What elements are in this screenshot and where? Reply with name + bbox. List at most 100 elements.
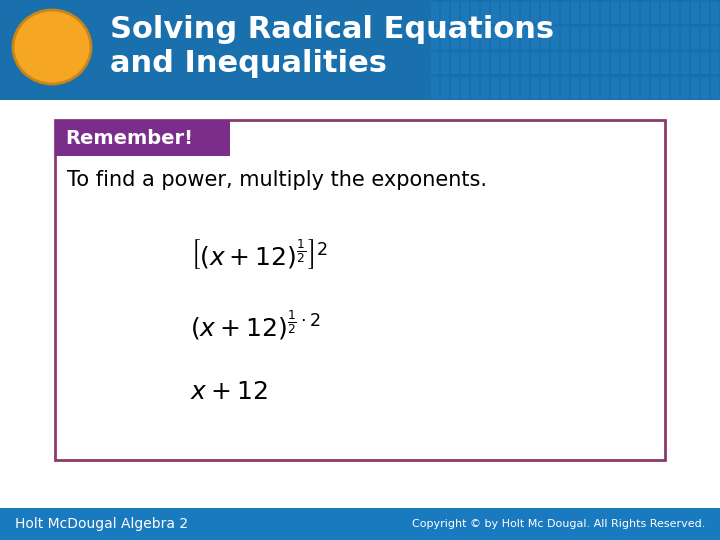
FancyBboxPatch shape: [651, 77, 659, 99]
FancyBboxPatch shape: [491, 27, 499, 49]
FancyBboxPatch shape: [681, 27, 689, 49]
Text: and Inequalities: and Inequalities: [110, 50, 387, 78]
FancyBboxPatch shape: [711, 52, 719, 74]
FancyBboxPatch shape: [631, 52, 639, 74]
FancyBboxPatch shape: [0, 0, 720, 100]
FancyBboxPatch shape: [611, 27, 619, 49]
FancyBboxPatch shape: [671, 2, 679, 24]
FancyBboxPatch shape: [651, 27, 659, 49]
FancyBboxPatch shape: [611, 52, 619, 74]
FancyBboxPatch shape: [511, 52, 519, 74]
FancyBboxPatch shape: [481, 27, 489, 49]
FancyBboxPatch shape: [571, 2, 579, 24]
FancyBboxPatch shape: [491, 77, 499, 99]
FancyBboxPatch shape: [501, 52, 509, 74]
FancyBboxPatch shape: [471, 52, 479, 74]
FancyBboxPatch shape: [661, 27, 669, 49]
FancyBboxPatch shape: [521, 52, 529, 74]
FancyBboxPatch shape: [591, 27, 599, 49]
FancyBboxPatch shape: [501, 77, 509, 99]
FancyBboxPatch shape: [601, 2, 609, 24]
FancyBboxPatch shape: [631, 27, 639, 49]
FancyBboxPatch shape: [631, 2, 639, 24]
FancyBboxPatch shape: [611, 77, 619, 99]
FancyBboxPatch shape: [701, 27, 709, 49]
FancyBboxPatch shape: [551, 27, 559, 49]
FancyBboxPatch shape: [691, 27, 699, 49]
FancyBboxPatch shape: [521, 27, 529, 49]
FancyBboxPatch shape: [691, 2, 699, 24]
FancyBboxPatch shape: [701, 52, 709, 74]
FancyBboxPatch shape: [691, 77, 699, 99]
FancyBboxPatch shape: [461, 2, 469, 24]
FancyBboxPatch shape: [681, 2, 689, 24]
FancyBboxPatch shape: [601, 27, 609, 49]
FancyBboxPatch shape: [681, 52, 689, 74]
FancyBboxPatch shape: [641, 27, 649, 49]
FancyBboxPatch shape: [571, 77, 579, 99]
FancyBboxPatch shape: [641, 52, 649, 74]
Text: Copyright © by Holt Mc Dougal. All Rights Reserved.: Copyright © by Holt Mc Dougal. All Right…: [412, 519, 705, 529]
Text: Solving Radical Equations: Solving Radical Equations: [110, 16, 554, 44]
FancyBboxPatch shape: [681, 77, 689, 99]
FancyBboxPatch shape: [511, 77, 519, 99]
FancyBboxPatch shape: [671, 52, 679, 74]
FancyBboxPatch shape: [701, 77, 709, 99]
FancyBboxPatch shape: [531, 52, 539, 74]
Text: $(x + 12)^{\frac{1}{2} \cdot 2}$: $(x + 12)^{\frac{1}{2} \cdot 2}$: [190, 308, 321, 342]
FancyBboxPatch shape: [431, 2, 439, 24]
FancyBboxPatch shape: [691, 52, 699, 74]
FancyBboxPatch shape: [571, 52, 579, 74]
FancyBboxPatch shape: [441, 27, 449, 49]
Text: $\left[(x + 12)^{\frac{1}{2}}\right]^{2}$: $\left[(x + 12)^{\frac{1}{2}}\right]^{2}…: [190, 238, 328, 272]
FancyBboxPatch shape: [451, 77, 459, 99]
FancyBboxPatch shape: [561, 77, 569, 99]
FancyBboxPatch shape: [601, 77, 609, 99]
FancyBboxPatch shape: [641, 77, 649, 99]
FancyBboxPatch shape: [541, 2, 549, 24]
FancyBboxPatch shape: [481, 52, 489, 74]
Text: $x + 12$: $x + 12$: [190, 380, 268, 404]
FancyBboxPatch shape: [521, 2, 529, 24]
FancyBboxPatch shape: [711, 2, 719, 24]
FancyBboxPatch shape: [641, 2, 649, 24]
FancyBboxPatch shape: [651, 2, 659, 24]
FancyBboxPatch shape: [461, 27, 469, 49]
FancyBboxPatch shape: [621, 2, 629, 24]
FancyBboxPatch shape: [481, 2, 489, 24]
FancyBboxPatch shape: [511, 27, 519, 49]
FancyBboxPatch shape: [511, 2, 519, 24]
FancyBboxPatch shape: [531, 77, 539, 99]
FancyBboxPatch shape: [651, 52, 659, 74]
FancyBboxPatch shape: [571, 27, 579, 49]
FancyBboxPatch shape: [561, 27, 569, 49]
FancyBboxPatch shape: [551, 52, 559, 74]
FancyBboxPatch shape: [581, 77, 589, 99]
Ellipse shape: [13, 10, 91, 84]
FancyBboxPatch shape: [671, 77, 679, 99]
FancyBboxPatch shape: [621, 77, 629, 99]
FancyBboxPatch shape: [491, 52, 499, 74]
FancyBboxPatch shape: [621, 27, 629, 49]
FancyBboxPatch shape: [711, 27, 719, 49]
FancyBboxPatch shape: [551, 77, 559, 99]
FancyBboxPatch shape: [591, 2, 599, 24]
FancyBboxPatch shape: [441, 2, 449, 24]
FancyBboxPatch shape: [431, 77, 439, 99]
FancyBboxPatch shape: [541, 52, 549, 74]
FancyBboxPatch shape: [591, 77, 599, 99]
FancyBboxPatch shape: [0, 508, 720, 540]
Text: To find a power, multiply the exponents.: To find a power, multiply the exponents.: [67, 170, 487, 190]
FancyBboxPatch shape: [461, 52, 469, 74]
FancyBboxPatch shape: [451, 2, 459, 24]
Text: Remember!: Remember!: [65, 129, 193, 147]
FancyBboxPatch shape: [661, 77, 669, 99]
FancyBboxPatch shape: [441, 52, 449, 74]
FancyBboxPatch shape: [441, 77, 449, 99]
FancyBboxPatch shape: [581, 27, 589, 49]
FancyBboxPatch shape: [531, 27, 539, 49]
FancyBboxPatch shape: [541, 77, 549, 99]
FancyBboxPatch shape: [471, 2, 479, 24]
FancyBboxPatch shape: [661, 52, 669, 74]
FancyBboxPatch shape: [521, 77, 529, 99]
